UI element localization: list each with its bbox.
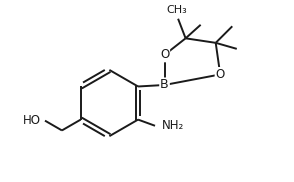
Text: O: O [160,48,169,61]
Text: NH₂: NH₂ [162,119,184,132]
Text: B: B [160,78,169,92]
Text: CH₃: CH₃ [167,5,188,15]
Text: O: O [216,68,225,81]
Text: HO: HO [23,114,41,127]
